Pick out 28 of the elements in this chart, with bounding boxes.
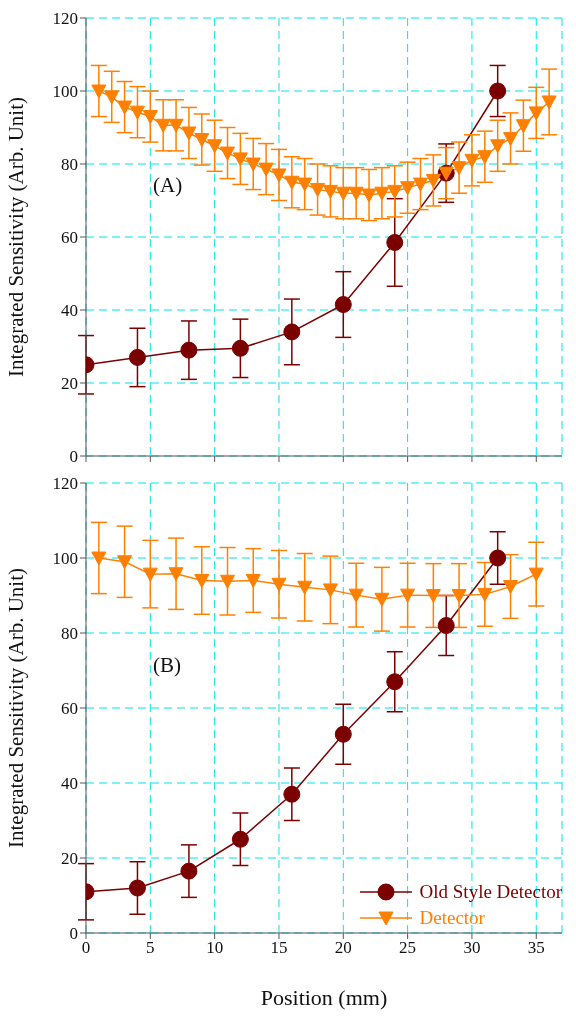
x-tick-label: 15 — [270, 938, 288, 958]
y-tick-label: 80 — [61, 624, 78, 644]
y-tick-label: 100 — [52, 549, 78, 569]
y-tick-label: 60 — [61, 699, 78, 719]
annotation: (B) — [153, 653, 181, 678]
x-axis-title: Position (mm) — [260, 985, 388, 1010]
y-tick-label: 60 — [61, 228, 78, 248]
x-tick-label: 25 — [399, 938, 417, 958]
legend-label: Old Style Detector — [419, 881, 562, 903]
y-tick-label: 0 — [69, 447, 78, 467]
y-tick-label: 40 — [61, 301, 78, 321]
x-tick-label: 35 — [527, 938, 545, 958]
y-axis-title: Integrated Sensitivity (Arb. Unit) — [4, 568, 29, 848]
legend-label: Detector — [419, 907, 485, 929]
x-tick-label: 20 — [334, 938, 352, 958]
y-tick-label: 80 — [61, 155, 78, 175]
y-tick-label: 120 — [52, 9, 78, 29]
y-tick-label: 40 — [61, 774, 78, 794]
y-tick-label: 120 — [52, 474, 78, 494]
annotation: (A) — [153, 173, 183, 198]
y-tick-label: 20 — [61, 374, 78, 394]
x-tick-label: 5 — [146, 938, 155, 958]
y-axis-title: Integrated Sensitivity (Arb. Unit) — [4, 97, 29, 377]
y-tick-label: 0 — [69, 924, 78, 944]
y-tick-label: 100 — [52, 82, 78, 102]
y-tick-label: 20 — [61, 849, 78, 869]
x-tick-label: 10 — [206, 938, 224, 958]
x-tick-label: 30 — [463, 938, 481, 958]
